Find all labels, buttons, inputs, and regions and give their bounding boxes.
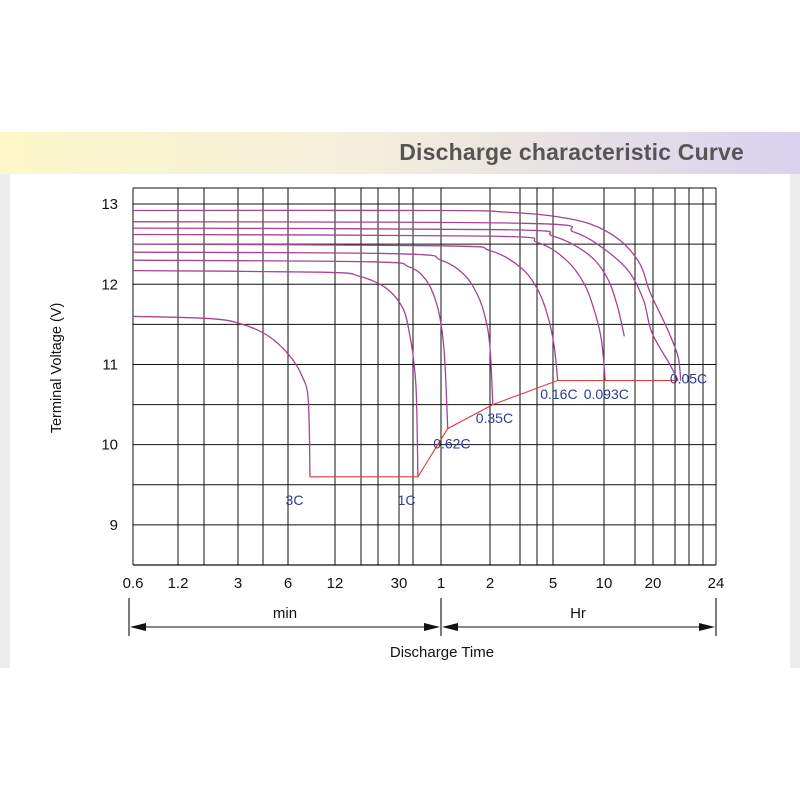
series-label-0-35C: 0.35C — [476, 410, 513, 426]
curve-unlabeled-7 — [132, 227, 625, 337]
x-tick-label: 10 — [596, 575, 613, 592]
curve-1C — [132, 269, 419, 477]
chart-plate — [10, 174, 790, 668]
x-tick-label: 24 — [708, 575, 725, 592]
x-tick-label: 5 — [549, 575, 557, 592]
time-section-arrows — [128, 598, 717, 636]
curve-0-16C — [132, 243, 559, 381]
series-label-3C: 3C — [286, 492, 304, 508]
y-tick-label: 12 — [101, 276, 118, 293]
y-tick-label: 13 — [101, 196, 118, 213]
min-arrow-right-head — [424, 623, 440, 631]
curve-unlabeled-8 — [132, 209, 682, 381]
hr-arrow-right-head — [699, 623, 715, 631]
y-tick-label: 9 — [110, 517, 118, 534]
cutoff-voltage-line — [310, 379, 678, 478]
x-tick-label: 2 — [486, 575, 494, 592]
x-tick-label: 0.6 — [123, 575, 144, 592]
y-tick-label: 11 — [102, 357, 118, 374]
curve-0-35C — [132, 251, 494, 405]
curve-0-05C — [132, 221, 679, 381]
x-tick-label: 6 — [284, 575, 292, 592]
header-bar — [0, 132, 800, 174]
x-axis-label: Discharge Time — [390, 644, 494, 661]
series-label-0-16C: 0.16C — [540, 386, 577, 402]
series-label-0-62C: 0.62C — [433, 436, 470, 452]
curve-3C — [132, 315, 311, 477]
series-labels: 3C 1C 0.62C 0.35C 0.16C 0.093C 0.05C — [286, 371, 708, 508]
section-label-min: min — [273, 605, 297, 622]
x-tick-label: 12 — [327, 575, 344, 592]
series-label-0-05C: 0.05C — [670, 371, 707, 387]
x-tick-label: 3 — [234, 575, 242, 592]
curve-0-093C — [132, 233, 606, 381]
series-label-0-093C: 0.093C — [584, 386, 629, 402]
discharge-curves — [132, 209, 682, 477]
series-label-1C: 1C — [398, 492, 416, 508]
section-label-hr: Hr — [570, 605, 586, 622]
hr-arrow-left-head — [442, 623, 458, 631]
min-arrow-left-head — [130, 623, 146, 631]
x-tick-label: 1 — [437, 575, 445, 592]
x-tick-label: 30 — [391, 575, 408, 592]
y-tick-label: 10 — [101, 437, 118, 454]
chart-title: Discharge characteristic Curve — [399, 139, 744, 165]
y-axis-label: Terminal Voltage (V) — [49, 303, 65, 434]
grid-lines — [132, 187, 717, 566]
x-tick-label: 1.2 — [168, 575, 189, 592]
curve-0-62C — [132, 259, 449, 429]
x-tick-label: 20 — [645, 575, 662, 592]
arrow-heads — [130, 623, 715, 631]
